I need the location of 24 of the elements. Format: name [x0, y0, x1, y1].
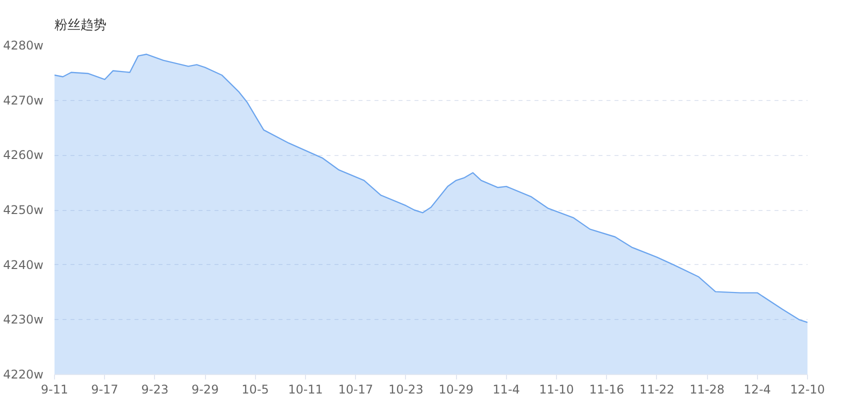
y-tick-label: 4270w — [3, 93, 44, 108]
x-tick-label: 11-16 — [589, 382, 624, 396]
x-tick-label: 10-17 — [338, 382, 374, 396]
y-tick-label: 4250w — [3, 203, 44, 217]
x-tick-label: 11-4 — [492, 382, 520, 396]
x-tick-label: 9-17 — [91, 382, 118, 396]
y-tick-label: 4230w — [3, 312, 44, 327]
x-tick-label: 11-28 — [690, 382, 725, 396]
y-tick-label: 4220w — [3, 368, 44, 382]
y-tick-label: 4260w — [3, 148, 44, 162]
x-tick-label: 11-10 — [539, 382, 574, 396]
x-tick-label: 9-11 — [40, 382, 68, 396]
x-tick-label: 11-22 — [639, 382, 674, 396]
x-tick-label: 9-23 — [141, 382, 169, 396]
x-tick-label: 10-11 — [288, 382, 323, 396]
x-tick-label: 10-29 — [438, 382, 474, 396]
y-tick-label: 4240w — [3, 258, 44, 272]
y-tick-label: 4280w — [3, 38, 44, 52]
x-tick-label: 12-4 — [744, 382, 771, 396]
x-tick-label: 10-5 — [242, 382, 269, 396]
chart-title: 粉丝趋势 — [54, 18, 106, 33]
x-tick-label: 10-23 — [388, 382, 424, 396]
x-tick-label: 12-10 — [790, 382, 825, 396]
x-tick-label: 9-29 — [191, 382, 219, 396]
